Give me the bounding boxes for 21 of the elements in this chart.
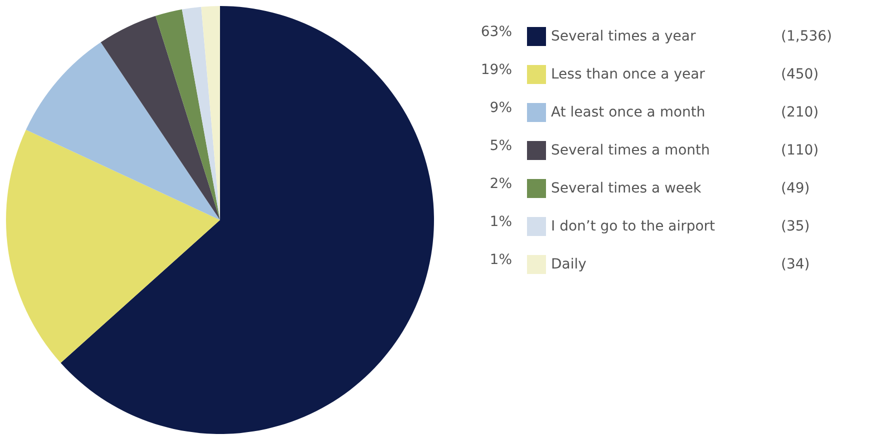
legend-label: I don’t go to the airport bbox=[551, 218, 716, 234]
data-label: (35) bbox=[781, 218, 810, 234]
legend-label: At least once a month bbox=[551, 104, 706, 120]
text: 2% bbox=[490, 176, 512, 192]
data-label: (450) bbox=[781, 66, 819, 82]
text: 63% bbox=[480, 24, 512, 40]
data-label: (1,536) bbox=[781, 28, 832, 44]
data-label: (110) bbox=[781, 142, 819, 158]
text: 1% bbox=[490, 252, 512, 268]
text: 9% bbox=[490, 100, 512, 116]
data-label: (210) bbox=[781, 104, 819, 120]
legend-label: Several times a week bbox=[551, 180, 702, 196]
text: 5% bbox=[490, 138, 512, 154]
data-label: (49) bbox=[781, 180, 810, 196]
legend-label: Less than once a year bbox=[551, 66, 706, 82]
legend-label: Several times a year bbox=[551, 28, 696, 44]
legend-label: Several times a month bbox=[551, 142, 710, 158]
text: 19% bbox=[480, 62, 512, 78]
text: 1% bbox=[490, 214, 512, 230]
legend-label: Daily bbox=[551, 256, 586, 272]
data-label: (34) bbox=[781, 256, 810, 272]
